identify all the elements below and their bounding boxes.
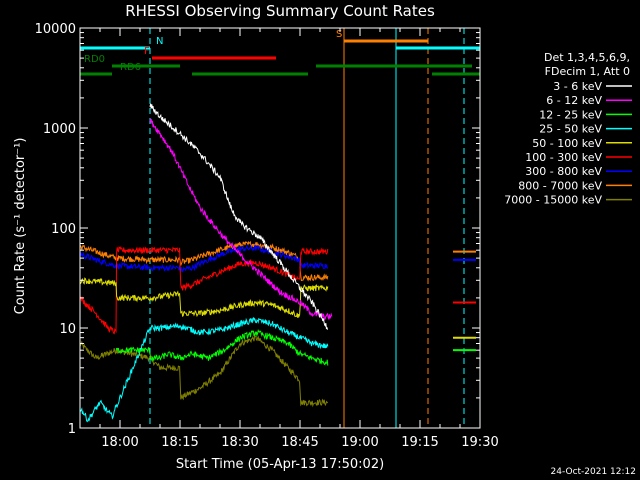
x-tick-label-0: 18:00 [101, 435, 138, 450]
legend-label-8: 7000 - 15000 keV [504, 194, 602, 207]
series-line-4 [79, 277, 329, 318]
x-tick-label-3: 18:45 [281, 435, 318, 450]
series-line-0 [149, 103, 329, 330]
legend-label-6: 300 - 800 keV [525, 165, 602, 178]
legend-header-line-2: FDecim 1, Att 0 [545, 65, 630, 78]
x-tick-label-1: 18:15 [161, 435, 198, 450]
legend-label-0: 3 - 6 keV [553, 80, 602, 93]
y-tick-label-4: 10000 [35, 22, 76, 37]
x-axis-label: Start Time (05-Apr-13 17:50:02) [176, 457, 384, 472]
y-axis-label: Count Rate (s⁻¹ detector⁻¹) [13, 138, 28, 315]
state-bar-label-rd0: RD0 [84, 54, 105, 65]
x-tick-label-4: 19:00 [341, 435, 378, 450]
legend-label-4: 50 - 100 keV [532, 137, 602, 150]
plot-area [79, 28, 476, 428]
y-tick-label-0: 1 [68, 422, 76, 437]
x-tick-label-6: 19:30 [461, 435, 498, 450]
y-tick-label-3: 1000 [43, 122, 76, 137]
x-tick-label-2: 18:30 [221, 435, 258, 450]
series-line-7 [79, 240, 329, 282]
legend-label-7: 800 - 7000 keV [518, 179, 602, 192]
series-line-3 [79, 316, 329, 423]
state-bar-label-f: F [144, 46, 150, 57]
legend-header-line-1: Det 1,3,4,5,6,9, [544, 51, 630, 64]
legend-label-3: 25 - 50 keV [539, 123, 602, 136]
footer-timestamp: 24-Oct-2021 12:12 [551, 467, 636, 477]
axes: 1 10 100 1000 10000 18:00 18:15 18:30 18:45 19:00… [35, 22, 499, 450]
legend-label-5: 100 - 300 keV [525, 151, 602, 164]
series-line-1 [149, 118, 333, 321]
legend: Det 1,3,4,5,6,9, FDecim 1, Att 0 3 - 6 k… [504, 51, 632, 207]
y-tick-label-2: 100 [51, 222, 76, 237]
legend-label-2: 12 - 25 keV [539, 108, 602, 121]
legend-label-1: 6 - 12 keV [546, 94, 602, 107]
state-bars: NF S RD0 RD6 [80, 29, 480, 76]
y-tick-label-1: 10 [59, 322, 76, 337]
state-bar-label-s: S [336, 29, 342, 40]
state-bar-label-rd6: RD6 [120, 62, 141, 73]
chart-title: RHESSI Observing Summary Count Rates [125, 2, 435, 20]
x-tick-label-5: 19:15 [401, 435, 438, 450]
state-bar-label-n: N [156, 36, 163, 47]
series-line-5 [79, 245, 329, 335]
series-line-6 [79, 243, 329, 273]
series-line-2 [115, 328, 329, 366]
